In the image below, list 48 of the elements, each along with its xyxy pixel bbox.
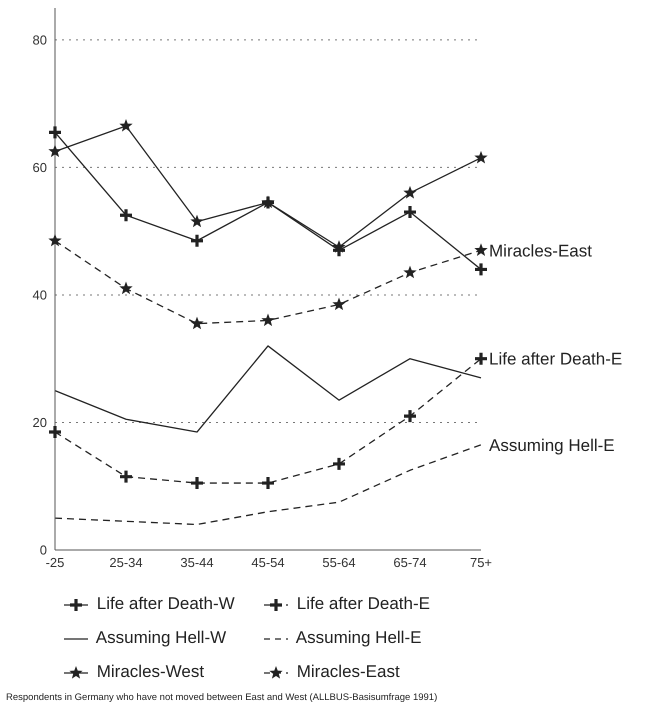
y-tick-label: 0: [40, 542, 47, 558]
text: Respondents in Germany who have not moved between East and West (ALLBUS-Basisumfrage 1991): [6, 692, 438, 703]
point: [403, 186, 417, 199]
point: [475, 263, 487, 276]
annotation: Miracles-East: [489, 241, 592, 260]
annotation: Life after Death-E: [489, 350, 622, 369]
x-tick-label: -25: [46, 555, 64, 570]
point: [191, 477, 203, 490]
point: [190, 316, 204, 330]
y-tick-label: 60: [32, 160, 47, 176]
point: [404, 410, 416, 422]
x-tick-label: 45-54: [251, 555, 285, 570]
point: [120, 470, 132, 483]
point: [119, 118, 133, 132]
x-tick-label: 75+: [470, 555, 492, 570]
point: [333, 458, 345, 470]
point: [262, 477, 274, 490]
point: [474, 243, 488, 256]
point: [49, 426, 61, 438]
legend-label: Miracles-West: [96, 662, 206, 682]
point: [120, 209, 132, 222]
x-tick-label: 25-34: [109, 555, 143, 570]
legend-label: Life after Death-W: [96, 594, 236, 614]
y-tick-label: 20: [32, 415, 47, 430]
point: [261, 313, 275, 326]
annotation: Assuming Hell-E: [489, 436, 615, 455]
point: [190, 214, 204, 228]
point: [332, 298, 346, 310]
legend-label: Life after Death-E: [296, 594, 431, 614]
point: [403, 266, 417, 278]
x-tick-label: 35-44: [180, 555, 214, 570]
legend-label: Assuming Hell-W: [94, 628, 228, 648]
point: [474, 150, 488, 164]
point: [49, 126, 61, 138]
legend-label: Miracles-East: [296, 662, 401, 682]
y-tick-label: 40: [32, 288, 47, 303]
point: [404, 206, 416, 218]
legend-label: Assuming Hell-E: [294, 628, 422, 648]
point: [48, 234, 62, 246]
point: [48, 144, 62, 158]
point: [119, 282, 133, 294]
point: [191, 234, 203, 247]
x-tick-label: 55-64: [322, 555, 356, 570]
x-tick-label: 65-74: [393, 555, 427, 570]
point: [475, 352, 487, 365]
y-tick-label: 80: [32, 32, 47, 48]
point: [332, 240, 346, 253]
line-series: [54, 444, 482, 526]
